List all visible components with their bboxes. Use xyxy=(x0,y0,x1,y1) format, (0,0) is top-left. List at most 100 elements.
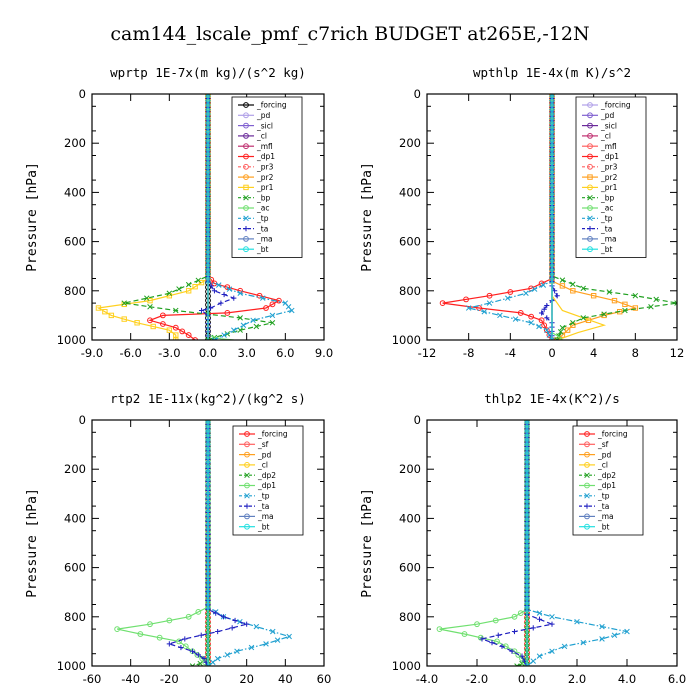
data-point xyxy=(465,305,472,311)
data-point xyxy=(289,307,295,314)
data-point xyxy=(176,638,182,645)
data-point xyxy=(95,305,102,311)
series-markers-tp xyxy=(465,94,555,340)
panel-2: wpthlp 1E-4x(m K)/s^2 Pressure [hPa] -12 -8… xyxy=(360,65,684,360)
data-point xyxy=(554,293,560,299)
legend-marker xyxy=(244,472,250,478)
y-tick-label: 1000 xyxy=(392,659,421,673)
data-point xyxy=(198,307,205,314)
x-tick-label: -9.0 xyxy=(81,346,103,360)
data-point xyxy=(211,337,218,340)
data-point xyxy=(557,329,564,335)
data-point xyxy=(274,637,281,643)
legend-entry: _ac xyxy=(600,204,613,213)
legend-entry: _cl xyxy=(597,461,608,470)
data-point xyxy=(536,323,542,330)
y-tick-label: 400 xyxy=(64,185,86,199)
data-point xyxy=(606,289,613,295)
x-tick-label: 4 xyxy=(590,346,597,360)
data-point xyxy=(253,323,260,330)
panel-title: rtp2 1E-11x(kg^2)/(kg^2 s) xyxy=(110,391,306,406)
plot-area xyxy=(114,420,292,666)
x-tick-label: 0 xyxy=(548,346,555,360)
data-point xyxy=(504,295,511,301)
legend-marker xyxy=(243,184,249,191)
legend-marker xyxy=(243,226,249,232)
legend-marker xyxy=(587,236,593,242)
panel-title: wpthlp 1E-4x(m K)/s^2 xyxy=(473,65,631,80)
data-point xyxy=(481,308,488,315)
data-point xyxy=(234,648,240,654)
y-tick-label: 1000 xyxy=(57,659,86,673)
data-point xyxy=(114,626,121,632)
data-point xyxy=(205,94,211,97)
data-point xyxy=(507,289,514,295)
data-point xyxy=(201,656,207,662)
legend-entry: _dp1 xyxy=(256,152,275,161)
series-markers-tp xyxy=(205,94,295,340)
data-point xyxy=(541,322,548,329)
data-point xyxy=(224,310,231,316)
data-point xyxy=(601,312,607,319)
legend-marker xyxy=(244,503,250,509)
legend-marker xyxy=(584,523,590,530)
legend: _forcing_sf_pd _cl_dp2_dp1 _tp_ta_ma_bt xyxy=(232,425,304,536)
data-point xyxy=(232,617,238,624)
data-point xyxy=(476,305,482,311)
data-point xyxy=(559,324,566,331)
legend-entry: _bt xyxy=(600,245,613,254)
x-tick-label: -40 xyxy=(121,672,140,686)
data-point xyxy=(674,300,677,306)
data-point xyxy=(611,632,618,639)
data-point xyxy=(270,628,276,635)
y-tick-label: 800 xyxy=(399,610,421,624)
legend-marker xyxy=(243,153,249,160)
data-point xyxy=(224,652,231,658)
legend-entry: _pd xyxy=(600,111,615,120)
series-line-pr1 xyxy=(96,94,209,340)
legend: _forcing_sf_pd _cl_dp2_dp1 _tp_ta_ma_bt xyxy=(572,425,644,536)
legend-marker xyxy=(584,451,590,458)
y-tick-label: 0 xyxy=(414,87,421,101)
data-point xyxy=(546,332,553,338)
plot-frame xyxy=(426,419,678,667)
legend-marker xyxy=(243,112,249,119)
x-tick-label: 8 xyxy=(632,346,639,360)
data-point xyxy=(517,310,524,316)
x-tick-label: 20 xyxy=(239,672,254,686)
y-axis-label: Pressure [hPa] xyxy=(25,488,40,598)
legend-entry: _mfl xyxy=(256,142,273,151)
data-point xyxy=(108,312,115,319)
legend-marker xyxy=(243,174,249,181)
data-point xyxy=(237,290,243,297)
series-line-dp1 xyxy=(116,420,209,666)
data-point xyxy=(166,327,173,333)
data-point xyxy=(213,610,219,616)
data-point xyxy=(474,621,480,628)
data-point xyxy=(554,337,560,340)
data-point xyxy=(229,625,235,631)
data-point xyxy=(570,281,576,287)
data-point xyxy=(540,282,547,288)
panel-3: rtp2 1E-11x(kg^2)/(kg^2 s) Pressure [hPa]… xyxy=(25,391,331,686)
x-tick-label: -4.0 xyxy=(416,672,438,686)
data-point xyxy=(179,328,186,335)
y-tick-label: 600 xyxy=(399,561,421,575)
data-point xyxy=(523,290,529,297)
data-point xyxy=(509,648,515,654)
legend-marker xyxy=(587,112,593,119)
legend-entry: _sicl xyxy=(256,121,273,130)
data-point xyxy=(195,608,202,615)
data-point xyxy=(156,634,163,641)
legend-marker xyxy=(587,184,593,191)
data-point xyxy=(622,301,628,308)
legend-entry: _pd xyxy=(597,450,612,459)
data-point xyxy=(231,327,237,333)
legend-marker xyxy=(587,174,593,180)
data-point xyxy=(511,613,518,620)
plot-frame xyxy=(91,93,325,341)
legend-marker xyxy=(587,246,593,253)
plot-area xyxy=(95,94,295,340)
data-point xyxy=(543,327,550,334)
data-point xyxy=(231,295,237,301)
